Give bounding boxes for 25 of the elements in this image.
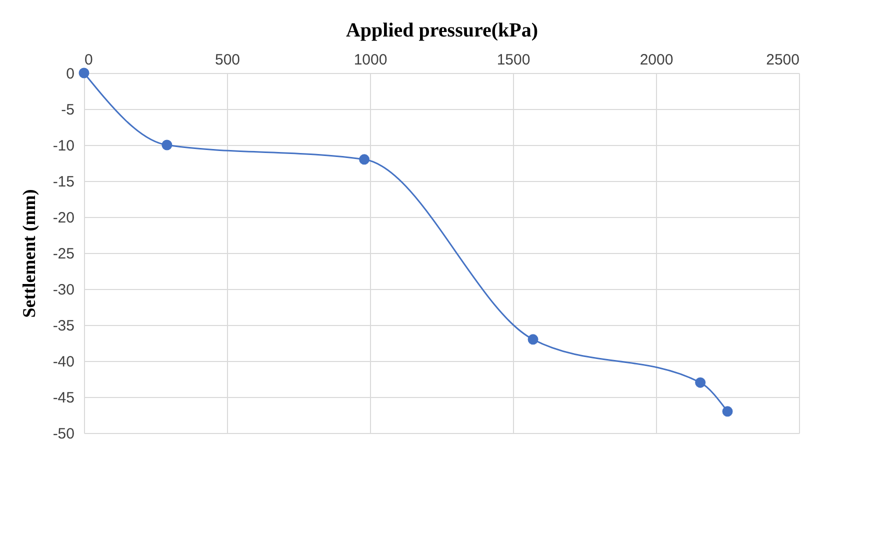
x-tick-label: 1000 <box>354 52 388 68</box>
y-tick-label: -15 <box>52 174 74 190</box>
y-tick-label: -25 <box>52 246 74 262</box>
point <box>162 140 172 150</box>
y-tick-label: -35 <box>52 318 74 334</box>
y-axis-title: Settlement (mm) <box>18 189 39 318</box>
x-axis-title: Applied pressure(kPa) <box>346 20 538 42</box>
y-tick-label: -30 <box>52 282 74 298</box>
x-tick-label: 1500 <box>496 52 530 68</box>
y-tick-label: -5 <box>61 102 74 118</box>
y-tick-label: 0 <box>66 66 74 82</box>
point <box>78 68 90 78</box>
x-tick-label: 2000 <box>640 52 674 68</box>
point <box>695 377 706 388</box>
point <box>359 154 370 165</box>
y-tick-label: -10 <box>52 138 74 154</box>
x-tick-label: 500 <box>214 52 240 68</box>
y-tick-label: -20 <box>52 210 74 226</box>
y-tick-label: -45 <box>52 390 74 406</box>
y-tick-label: -50 <box>52 426 74 442</box>
x-tick-label: 2500 <box>766 52 800 68</box>
point <box>528 334 538 345</box>
y-tick-label: -40 <box>52 354 74 370</box>
x-tick-label: 0 <box>84 52 93 68</box>
point <box>722 406 733 417</box>
